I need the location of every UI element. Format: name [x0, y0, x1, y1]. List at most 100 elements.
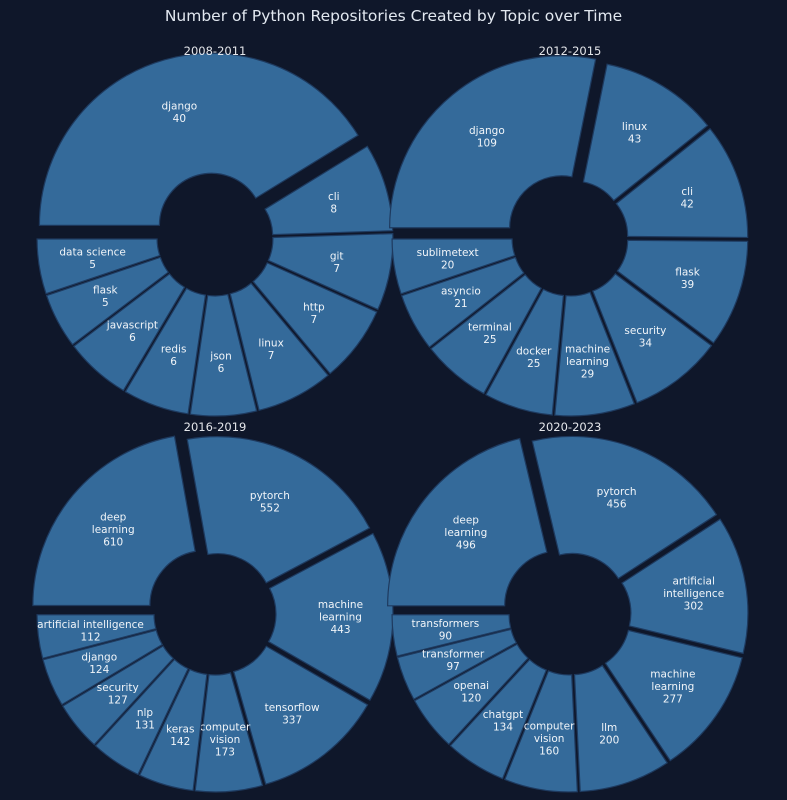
slice-category: vision: [534, 733, 565, 745]
slice-value: 124: [89, 664, 109, 676]
slice-category: security: [97, 682, 139, 694]
slice-value: 7: [268, 350, 275, 362]
slice-label: artificial intelligence 302: [663, 575, 724, 612]
slice-value: 109: [477, 138, 497, 150]
chart-title: Number of Python Repositories Created by…: [164, 7, 623, 25]
slice-category: vision: [210, 734, 241, 746]
slice-value: 40: [173, 113, 186, 125]
slice-value: 6: [170, 356, 177, 368]
slice-label: git 7: [330, 251, 344, 276]
slice-label: flask 5: [93, 285, 119, 310]
donut-slice: [94, 658, 189, 776]
slice-value: 6: [218, 363, 225, 375]
slice-label: llm 200: [599, 722, 619, 747]
donut-slice: [485, 288, 565, 416]
slice-category: redis: [161, 344, 187, 356]
slice-value: 610: [103, 536, 123, 548]
panel-title: 2020-2023: [539, 420, 602, 434]
donut-slice: [194, 672, 264, 793]
slice-value: 43: [628, 133, 641, 145]
donut-slice: [252, 262, 378, 375]
slice-value: 42: [681, 199, 694, 211]
donut-slice: [615, 127, 749, 239]
slice-category: sublimetext: [417, 247, 479, 259]
slice-value: 7: [311, 314, 318, 326]
slice-category: chatgpt: [483, 709, 523, 721]
slice-label: flask 39: [675, 266, 701, 291]
donut-slice: [36, 614, 157, 660]
donut-slice: [189, 293, 258, 417]
slice-label: sublimetext 20: [417, 247, 479, 272]
slice-label: django 40: [161, 100, 197, 125]
slice-value: 496: [456, 539, 476, 551]
slice-category: transformer: [422, 649, 485, 661]
slice-value: 20: [441, 259, 454, 271]
slice-value: 90: [439, 630, 452, 642]
slice-label: transformers 90: [412, 618, 480, 643]
donut-slice: [573, 664, 669, 793]
slice-category: linux: [258, 337, 283, 349]
slice-label: linux 7: [258, 337, 283, 362]
donut-slice: [38, 52, 359, 226]
slice-label: pytorch 552: [250, 490, 290, 515]
slice-category: docker: [516, 345, 552, 357]
donut-slice: [229, 282, 329, 412]
slice-value: 8: [330, 204, 337, 216]
slice-category: openai: [453, 680, 489, 692]
slice-label: cli 8: [328, 191, 340, 216]
donut-slice: [264, 145, 394, 236]
donut-slice: [391, 614, 512, 657]
slice-label: machine learning 277: [650, 668, 695, 705]
slice-category: learning: [651, 681, 694, 693]
slice-label: linux 43: [622, 121, 647, 146]
slice-label: computer vision 173: [200, 722, 251, 759]
donut-slice: [604, 629, 743, 762]
slice-value: 120: [461, 693, 481, 705]
slice-value: 39: [681, 279, 694, 291]
slice-category: learning: [566, 356, 609, 368]
donut-slice: [592, 273, 713, 404]
slice-category: learning: [444, 527, 487, 539]
donut-slice: [430, 273, 543, 395]
slice-label: terminal 25: [468, 321, 512, 346]
donut-slice: [387, 437, 548, 607]
slice-category: git: [330, 251, 344, 263]
slice-label: nlp 131: [135, 707, 155, 732]
slice-category: keras: [166, 723, 194, 735]
slice-category: computer: [524, 720, 575, 732]
slice-label: docker 25: [516, 345, 552, 370]
donut-slice: [396, 628, 518, 701]
slice-category: asyncio: [441, 286, 481, 298]
donut-slice: [186, 436, 371, 584]
donut-slice: [400, 256, 525, 348]
slice-category: machine: [318, 599, 363, 611]
slice-label: django 124: [81, 651, 117, 676]
slice-value: 277: [663, 693, 683, 705]
donut-slice: [391, 238, 516, 295]
slice-category: learning: [92, 524, 135, 536]
slice-label: artificial intelligence 112: [37, 619, 144, 644]
donut-slice: [449, 658, 548, 780]
slice-value: 29: [581, 368, 594, 380]
slice-category: cli: [328, 191, 340, 203]
slice-category: transformers: [412, 618, 480, 630]
panel-title: 2012-2015: [539, 44, 602, 58]
donut-slice: [582, 63, 709, 202]
slice-value: 6: [129, 332, 136, 344]
slice-category: intelligence: [663, 588, 724, 600]
slice-label: security 127: [97, 682, 139, 707]
slice-value: 21: [454, 298, 467, 310]
slice-category: linux: [622, 121, 647, 133]
slice-value: 7: [333, 263, 340, 275]
slice-category: artificial intelligence: [37, 619, 144, 631]
slice-category: javascript: [106, 319, 158, 331]
slice-label: redis 6: [161, 344, 187, 369]
slice-category: json: [209, 351, 231, 363]
slice-value: 34: [639, 338, 653, 350]
slice-category: flask: [93, 285, 119, 297]
slice-category: nlp: [137, 707, 154, 719]
donut-slice: [232, 645, 369, 785]
